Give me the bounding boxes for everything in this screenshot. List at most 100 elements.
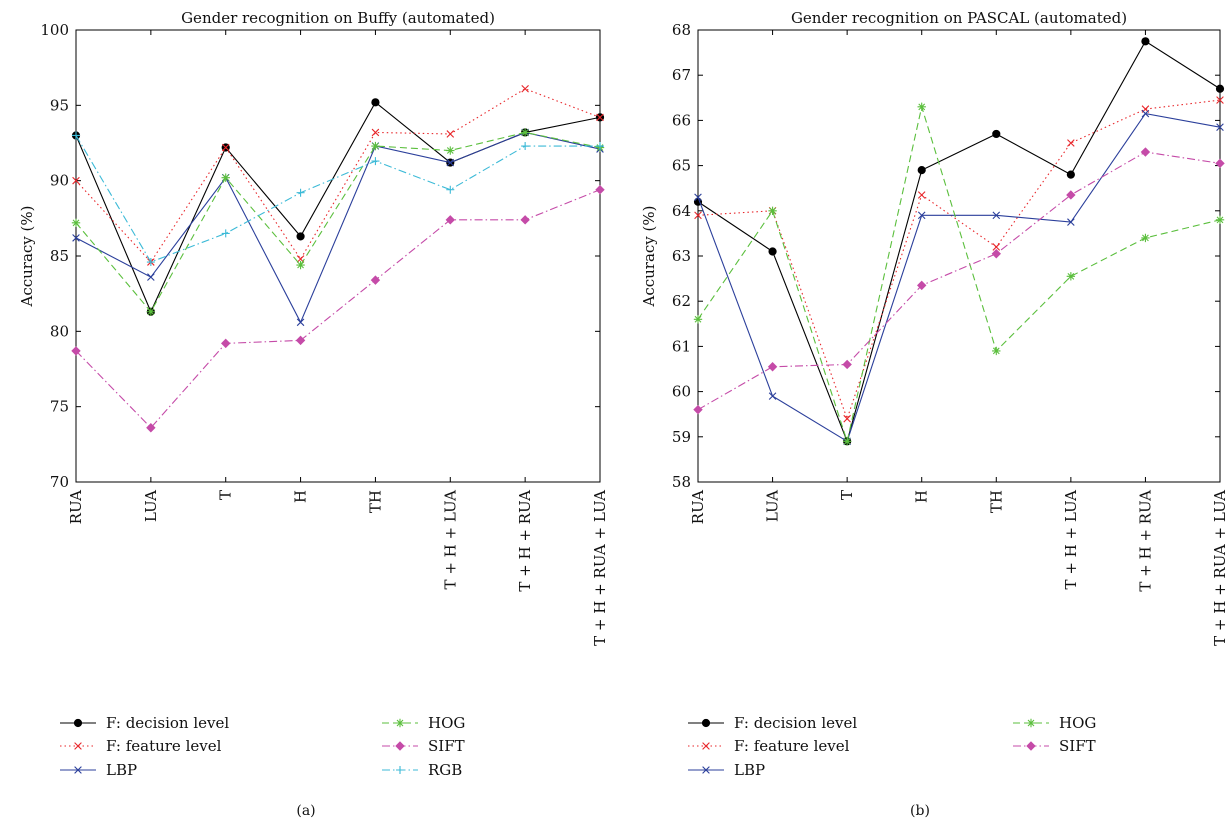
legend-marker: [73, 718, 83, 728]
data-point: [768, 247, 777, 256]
panel-caption: (b): [910, 803, 930, 819]
chart-panel-b: Gender recognition on PASCAL (automated)…: [640, 9, 1228, 819]
data-point: [146, 307, 156, 316]
y-tick-label: 58: [672, 473, 691, 491]
x-tick-label: LUA: [764, 490, 782, 522]
legend-label: SIFT: [428, 737, 465, 755]
y-tick-label: 61: [672, 337, 691, 355]
legend-marker: [1026, 741, 1036, 751]
data-point: [917, 211, 926, 220]
x-tick-label: T + H + RUA: [1136, 490, 1154, 592]
data-point: [991, 249, 1001, 259]
data-point: [596, 142, 604, 151]
legend-label: LBP: [106, 761, 137, 779]
legend-item: LBP: [688, 761, 765, 779]
series-f-decision-level: [693, 37, 1225, 446]
series-f-feature-level: [72, 84, 604, 266]
legend-label: SIFT: [1059, 737, 1096, 755]
data-point: [72, 234, 80, 242]
data-point: [446, 146, 455, 155]
series-line: [75, 135, 600, 263]
y-tick-label: 65: [672, 157, 691, 175]
data-point: [1066, 190, 1076, 200]
series-line: [75, 88, 601, 263]
legend-marker: [701, 718, 711, 728]
data-point: [146, 423, 156, 433]
series-line: [697, 104, 1221, 444]
legend: F: decision level F: feature level LBP HOG S…: [688, 714, 1096, 779]
data-point: [295, 335, 306, 346]
legend-marker: [74, 766, 82, 774]
y-tick-label: 80: [50, 322, 69, 340]
x-tick-label: T + H + RUA + LUA: [591, 490, 609, 646]
x-tick-label: LUA: [142, 490, 160, 522]
legend-label: HOG: [1059, 714, 1096, 732]
series-lbp: [72, 128, 604, 327]
legend-label: F: feature level: [734, 737, 850, 755]
legend-label: RGB: [428, 761, 462, 779]
x-tick-label: TH: [366, 490, 384, 513]
legend-item: HOG: [382, 714, 465, 732]
legend-marker: [702, 742, 710, 750]
data-point: [296, 188, 305, 197]
series-hog: [71, 128, 605, 316]
data-point: [843, 414, 851, 423]
data-point: [221, 229, 230, 238]
data-point: [917, 280, 927, 291]
series-line: [697, 40, 1221, 444]
series-line: [75, 131, 601, 313]
data-point: [296, 232, 305, 241]
data-point: [371, 98, 380, 107]
data-point: [842, 437, 852, 446]
y-tick-label: 67: [672, 66, 691, 84]
x-tick-label: T: [217, 490, 235, 500]
data-point: [146, 258, 155, 267]
legend-item: LBP: [60, 761, 137, 779]
series-sift: [693, 147, 1225, 415]
series-line: [697, 151, 1221, 411]
data-point: [917, 166, 926, 175]
legend-marker: [395, 718, 405, 728]
data-point: [992, 346, 1001, 356]
data-point: [147, 273, 155, 281]
data-point: [221, 338, 231, 349]
data-point: [296, 260, 305, 270]
data-point: [1140, 147, 1151, 157]
data-point: [72, 131, 80, 140]
data-point: [1215, 215, 1225, 225]
data-point: [992, 129, 1001, 139]
data-point: [371, 157, 380, 166]
legend-marker: [74, 742, 82, 750]
legend-item: F: feature level: [688, 737, 850, 755]
y-tick-label: 59: [672, 428, 691, 446]
data-point: [992, 211, 1001, 220]
data-point: [693, 404, 703, 415]
y-tick-label: 60: [672, 383, 691, 401]
legend-item: SIFT: [1013, 737, 1096, 755]
data-point: [992, 243, 1001, 251]
series-line: [697, 99, 1221, 421]
series-rgb: [72, 131, 604, 267]
series-line: [75, 131, 601, 324]
legend-item: RGB: [382, 761, 462, 779]
y-tick-label: 75: [50, 398, 69, 416]
data-point: [768, 206, 777, 215]
y-tick-label: 62: [672, 292, 691, 310]
y-tick-label: 100: [40, 21, 69, 39]
y-tick-label: 64: [672, 202, 691, 220]
data-point: [595, 184, 605, 195]
y-axis-label: Accuracy (%): [640, 205, 658, 307]
data-point: [596, 113, 604, 122]
x-tick-label: TH: [987, 490, 1005, 513]
data-point: [371, 128, 380, 137]
y-tick-label: 68: [672, 21, 691, 39]
y-tick-label: 90: [50, 172, 69, 190]
data-point: [446, 130, 455, 138]
legend-item: F: decision level: [688, 714, 857, 732]
y-tick-label: 85: [50, 247, 69, 265]
y-tick-label: 95: [50, 96, 69, 114]
panel-caption: (a): [296, 803, 315, 819]
data-point: [1067, 218, 1075, 226]
data-point: [1216, 96, 1224, 104]
